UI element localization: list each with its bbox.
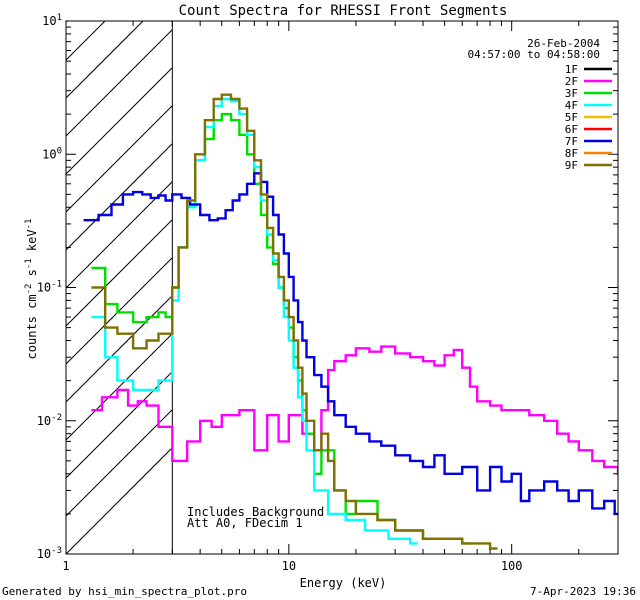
y-tick-base: 10 bbox=[42, 147, 56, 161]
y-tick-label: 101 bbox=[42, 13, 62, 28]
series-9F-line bbox=[91, 93, 498, 550]
y-label-exponent: -1 bbox=[24, 219, 34, 230]
y-tick-label: 10-1 bbox=[37, 280, 62, 295]
y-tick-base: 10 bbox=[37, 414, 51, 428]
legend-label-5F: 5F bbox=[565, 111, 578, 124]
hatch-line bbox=[66, 21, 258, 213]
y-tick-exponent: 1 bbox=[57, 13, 62, 23]
x-tick-label: 1 bbox=[62, 559, 69, 573]
legend-label-2F: 2F bbox=[565, 75, 578, 88]
annotation-attenuator: Att A0, FDecim 1 bbox=[187, 516, 303, 530]
hatch-line bbox=[66, 21, 296, 251]
time-range-label: 04:57:00 to 04:58:00 bbox=[468, 48, 600, 61]
y-tick-label: 100 bbox=[42, 146, 62, 161]
y-tick-base: 10 bbox=[37, 547, 51, 561]
y-label-exponent: -1 bbox=[24, 258, 34, 269]
footer-timestamp: 7-Apr-2023 19:36 bbox=[530, 585, 636, 598]
legend-label-1F: 1F bbox=[565, 63, 578, 76]
series-2F-line bbox=[91, 345, 618, 475]
hatch-line bbox=[66, 21, 220, 175]
legend-label-7F: 7F bbox=[565, 135, 578, 148]
y-tick-exponent: 0 bbox=[57, 146, 62, 156]
y-tick-label: 10-3 bbox=[37, 546, 62, 561]
y-tick-base: 10 bbox=[37, 281, 51, 295]
y-tick-exponent: -3 bbox=[51, 546, 62, 556]
y-axis-label: counts cm-2 s-1 keV-1 bbox=[24, 219, 39, 360]
y-label-part: counts cm bbox=[25, 294, 39, 359]
axis-ticks bbox=[65, 20, 619, 555]
legend-label-9F: 9F bbox=[565, 159, 578, 172]
y-tick-exponent: -1 bbox=[51, 280, 62, 290]
x-tick-labels: 1 10 100 bbox=[62, 559, 522, 573]
y-label-part: keV bbox=[25, 229, 39, 258]
legend-label-3F: 3F bbox=[565, 87, 578, 100]
y-tick-base: 10 bbox=[42, 14, 56, 28]
hatch-line bbox=[66, 21, 182, 137]
shaded-region bbox=[66, 21, 618, 554]
legend-label-8F: 8F bbox=[565, 147, 578, 160]
series-7F-line bbox=[83, 172, 618, 516]
chart-title: Count Spectra for RHESSI Front Segments bbox=[179, 3, 508, 19]
hatch-mask bbox=[172, 21, 618, 554]
annotation-background: Includes Background bbox=[187, 505, 324, 519]
footer-generated-by: Generated by hsi_min_spectra_plot.pro bbox=[2, 585, 247, 598]
y-label-exponent: -2 bbox=[24, 284, 34, 295]
x-tick-label: 10 bbox=[282, 559, 296, 573]
date-label: 26-Feb-2004 bbox=[527, 37, 600, 50]
x-tick-label: 100 bbox=[501, 559, 523, 573]
y-label-part: s bbox=[25, 269, 39, 283]
series-group bbox=[83, 93, 618, 550]
legend-label-6F: 6F bbox=[565, 123, 578, 136]
y-tick-label: 10-2 bbox=[37, 413, 62, 428]
x-axis-label: Energy (keV) bbox=[300, 576, 387, 590]
y-tick-labels: 10-3 10-2 10-1 100 101 bbox=[37, 13, 62, 561]
y-tick-exponent: -2 bbox=[51, 413, 62, 423]
legend-label-4F: 4F bbox=[565, 99, 578, 112]
